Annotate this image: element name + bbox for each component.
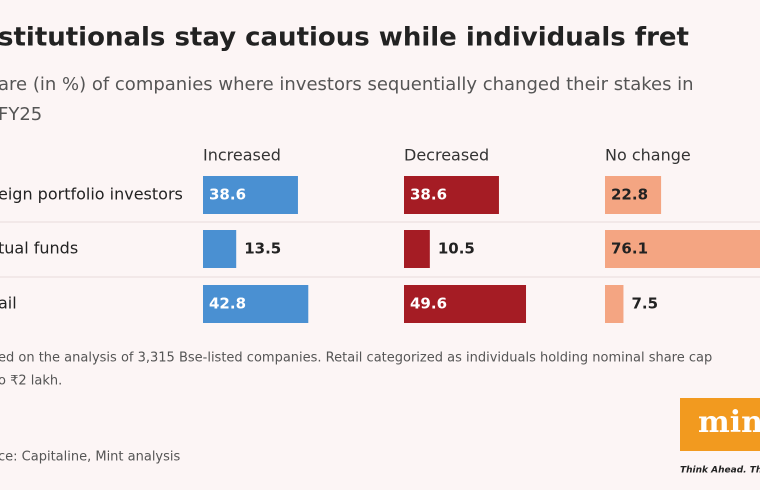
bar xyxy=(404,176,499,214)
column-header: Increased xyxy=(203,146,281,165)
row-label: eign portfolio investors xyxy=(0,185,183,204)
value-label: 22.8 xyxy=(611,186,648,204)
value-label: 38.6 xyxy=(410,186,447,204)
note: o ₹2 lakh. xyxy=(0,374,62,389)
chart-subtitle: FY25 xyxy=(0,104,42,125)
value-label: 49.6 xyxy=(410,295,447,313)
value-label: 13.5 xyxy=(244,240,281,258)
chart-subtitle: are (in %) of companies where investors … xyxy=(0,74,694,95)
column-header: Decreased xyxy=(404,146,489,165)
value-label: 38.6 xyxy=(209,186,246,204)
bar xyxy=(203,285,309,323)
note: ed on the analysis of 3,315 Bse-listed c… xyxy=(0,351,712,366)
bar xyxy=(203,230,237,268)
row-label: ail xyxy=(0,294,17,313)
chart-title: stitutionals stay cautious while individ… xyxy=(0,23,689,53)
value-label: 42.8 xyxy=(209,295,246,313)
bar xyxy=(203,176,298,214)
value-label: 7.5 xyxy=(631,295,658,313)
tagline: Think Ahead. Think T xyxy=(680,466,760,476)
logo: min xyxy=(698,405,760,440)
bar xyxy=(605,176,662,214)
bar xyxy=(605,230,760,268)
bar xyxy=(404,230,430,268)
column-header: No change xyxy=(605,146,691,165)
row-label: tual funds xyxy=(0,239,78,258)
bar xyxy=(404,285,527,323)
value-label: 76.1 xyxy=(611,240,648,258)
value-label: 10.5 xyxy=(438,240,475,258)
logo-box xyxy=(680,398,760,451)
source: ce: Capitaline, Mint analysis xyxy=(0,450,181,465)
plot: eign portfolio investors tual funds ail Inc… xyxy=(0,146,760,323)
bar xyxy=(605,285,624,323)
